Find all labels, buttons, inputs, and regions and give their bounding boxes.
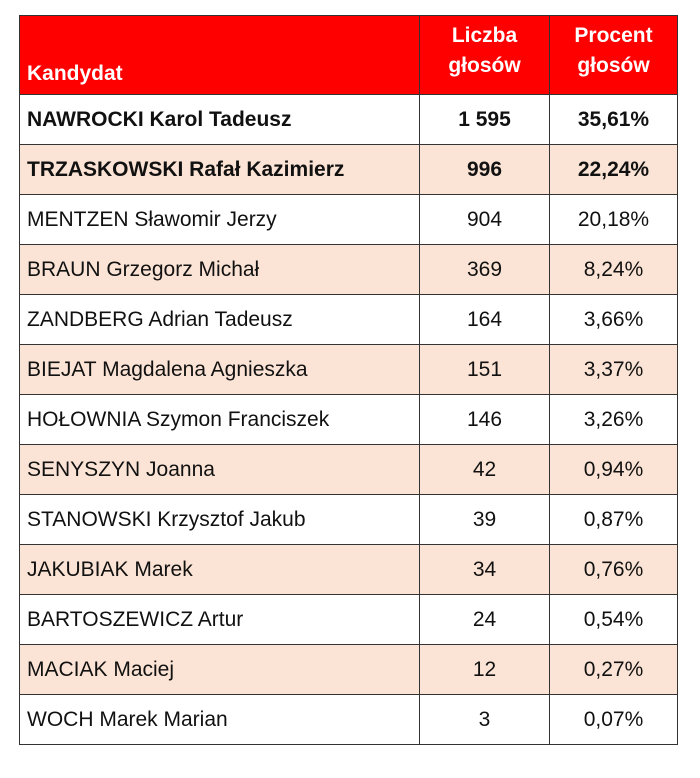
candidate-name-cell: MENTZEN Sławomir Jerzy (19, 194, 420, 245)
votes-cell: 904 (419, 194, 550, 245)
percent-cell: 0,87% (549, 494, 678, 545)
table-row: HOŁOWNIA Szymon Franciszek 146 3,26% (19, 394, 678, 445)
candidate-name-cell: BIEJAT Magdalena Agnieszka (19, 344, 420, 395)
percent-cell: 8,24% (549, 244, 678, 295)
votes-cell: 24 (419, 594, 550, 645)
candidate-name-cell: BARTOSZEWICZ Artur (19, 594, 420, 645)
candidate-name-cell: JAKUBIAK Marek (19, 544, 420, 595)
table-row: MACIAK Maciej 12 0,27% (19, 644, 678, 695)
percent-cell: 3,66% (549, 294, 678, 345)
votes-cell: 369 (419, 244, 550, 295)
votes-cell: 39 (419, 494, 550, 545)
table-row: ZANDBERG Adrian Tadeusz 164 3,66% (19, 294, 678, 345)
table-row: WOCH Marek Marian 3 0,07% (19, 694, 678, 745)
candidate-name-cell: MACIAK Maciej (19, 644, 420, 695)
table-row: NAWROCKI Karol Tadeusz 1 595 35,61% (19, 94, 678, 145)
table-row: TRZASKOWSKI Rafał Kazimierz 996 22,24% (19, 144, 678, 195)
percent-cell: 3,37% (549, 344, 678, 395)
header-percent-line1: Procent (574, 24, 653, 47)
votes-cell: 151 (419, 344, 550, 395)
header-percent: Procent głosów (549, 15, 678, 95)
header-votes-line1: Liczba (451, 24, 518, 47)
percent-cell: 0,27% (549, 644, 678, 695)
candidate-name-cell: ZANDBERG Adrian Tadeusz (19, 294, 420, 345)
table-row: SENYSZYN Joanna 42 0,94% (19, 444, 678, 495)
votes-cell: 1 595 (419, 94, 550, 145)
votes-cell: 146 (419, 394, 550, 445)
percent-cell: 3,26% (549, 394, 678, 445)
candidate-name-cell: HOŁOWNIA Szymon Franciszek (19, 394, 420, 445)
percent-cell: 0,76% (549, 544, 678, 595)
percent-cell: 0,54% (549, 594, 678, 645)
percent-cell: 0,07% (549, 694, 678, 745)
candidate-name-cell: SENYSZYN Joanna (19, 444, 420, 495)
header-row: Kandydat Liczba głosów Procent głosów (19, 15, 678, 95)
table-row: BARTOSZEWICZ Artur 24 0,54% (19, 594, 678, 645)
header-candidate: Kandydat (19, 15, 420, 95)
table-row: MENTZEN Sławomir Jerzy 904 20,18% (19, 194, 678, 245)
votes-cell: 34 (419, 544, 550, 595)
votes-cell: 996 (419, 144, 550, 195)
header-percent-line2: głosów (577, 54, 650, 77)
table-row: BIEJAT Magdalena Agnieszka 151 3,37% (19, 344, 678, 395)
percent-cell: 20,18% (549, 194, 678, 245)
table-row: BRAUN Grzegorz Michał 369 8,24% (19, 244, 678, 295)
candidate-name-cell: NAWROCKI Karol Tadeusz (19, 94, 420, 145)
results-table: Kandydat Liczba głosów Procent głosów NA… (19, 15, 678, 745)
table-row: STANOWSKI Krzysztof Jakub 39 0,87% (19, 494, 678, 545)
candidate-name-cell: STANOWSKI Krzysztof Jakub (19, 494, 420, 545)
candidate-name-cell: TRZASKOWSKI Rafał Kazimierz (19, 144, 420, 195)
votes-cell: 42 (419, 444, 550, 495)
table-row: JAKUBIAK Marek 34 0,76% (19, 544, 678, 595)
candidate-name-cell: BRAUN Grzegorz Michał (19, 244, 420, 295)
header-votes-line2: głosów (448, 54, 521, 77)
percent-cell: 0,94% (549, 444, 678, 495)
votes-cell: 12 (419, 644, 550, 695)
table-body: NAWROCKI Karol Tadeusz 1 595 35,61% TRZASKO… (19, 94, 678, 745)
votes-cell: 3 (419, 694, 550, 745)
percent-cell: 35,61% (549, 94, 678, 145)
candidate-name-cell: WOCH Marek Marian (19, 694, 420, 745)
percent-cell: 22,24% (549, 144, 678, 195)
header-votes: Liczba głosów (419, 15, 550, 95)
votes-cell: 164 (419, 294, 550, 345)
